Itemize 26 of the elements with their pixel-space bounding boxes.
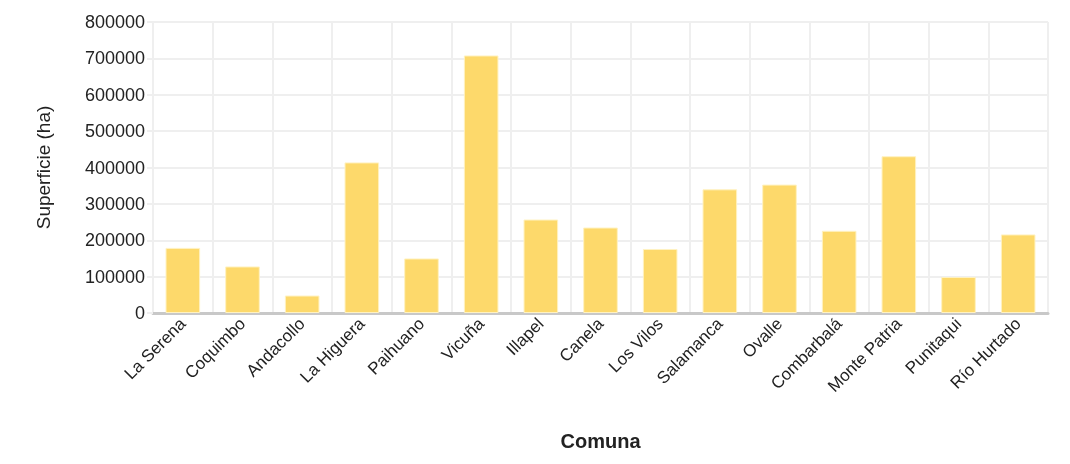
y-axis-title: Superficie (ha) xyxy=(33,105,54,230)
y-tick-label: 600000 xyxy=(84,84,145,105)
y-tick-label: 800000 xyxy=(84,12,145,32)
bar xyxy=(702,189,738,313)
bar xyxy=(284,295,320,313)
bar xyxy=(941,276,976,313)
bar xyxy=(881,156,917,313)
bar xyxy=(523,219,559,313)
bar xyxy=(404,258,439,313)
bar xyxy=(821,230,857,313)
bar xyxy=(165,247,201,313)
y-tick-label: 400000 xyxy=(84,157,145,178)
bar xyxy=(762,184,797,313)
bar xyxy=(463,55,499,313)
bar xyxy=(642,248,678,313)
bar xyxy=(344,162,380,313)
bar xyxy=(225,266,260,313)
y-tick-label: 700000 xyxy=(84,48,145,69)
y-tick-label: 100000 xyxy=(84,266,145,287)
x-axis-title: Comuna xyxy=(560,430,642,452)
y-tick-label: 300000 xyxy=(84,193,145,214)
bar xyxy=(583,227,618,313)
y-tick-label: 200000 xyxy=(84,230,145,251)
y-tick-label: 500000 xyxy=(84,121,145,142)
y-tick-label: 0 xyxy=(134,303,145,323)
bar xyxy=(1000,234,1036,313)
